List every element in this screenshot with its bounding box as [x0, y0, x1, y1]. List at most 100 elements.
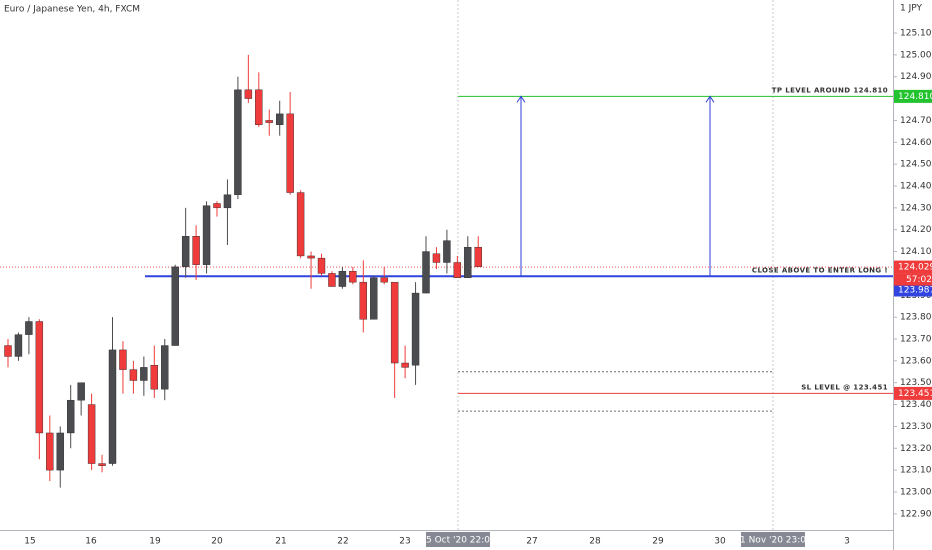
- current-price-box: [894, 260, 932, 274]
- candle-body: [4, 345, 12, 357]
- y-tick-label: 124.200: [900, 225, 932, 235]
- level-price-box: [894, 89, 932, 103]
- candle-body: [432, 253, 441, 263]
- candle-body: [464, 246, 472, 278]
- candle-body: [119, 349, 127, 370]
- x-tick-label: 27: [526, 537, 537, 547]
- x-tick-label: 20: [211, 537, 223, 547]
- y-tick-label: 124.100: [900, 247, 932, 257]
- candle-body: [66, 399, 75, 434]
- y-tick-label: 123.000: [900, 487, 932, 497]
- candle-body: [349, 271, 357, 283]
- y-tick-label: 124.500: [900, 160, 932, 170]
- candle-body: [443, 240, 451, 263]
- y-tick-label: 124.700: [900, 116, 932, 126]
- countdown-box: [894, 273, 932, 286]
- y-tick-label: 122.900: [900, 509, 932, 519]
- level-price-box-label: 123.987: [898, 286, 932, 296]
- candle-body: [401, 362, 409, 368]
- y-tick-label: 123.500: [900, 378, 932, 388]
- candle-body: [98, 463, 106, 466]
- candle-body: [202, 205, 211, 265]
- countdown: 57:02: [906, 275, 932, 285]
- y-tick-label: 123.600: [900, 356, 932, 366]
- y-unit: 1 JPY: [900, 4, 922, 14]
- candle-body: [474, 246, 482, 268]
- crosshair-label: 25 Oct '20 22:00: [420, 536, 496, 546]
- candle-body: [328, 273, 336, 287]
- candle-body: [181, 236, 190, 268]
- y-tick-label: 124.900: [900, 72, 932, 82]
- candle-body: [380, 277, 388, 283]
- candle-body: [390, 281, 399, 364]
- candle-body: [77, 382, 85, 401]
- candle-body: [276, 113, 284, 125]
- candle-body: [265, 120, 273, 123]
- candle-body: [46, 432, 54, 471]
- x-tick-label: 29: [652, 537, 664, 547]
- candle-body: [161, 345, 169, 390]
- candle-body: [338, 271, 347, 287]
- candle-body: [359, 281, 367, 320]
- candle-body: [150, 365, 159, 390]
- candle-body: [87, 404, 96, 464]
- candle-body: [286, 113, 294, 193]
- y-tick-label: 123.100: [900, 466, 932, 476]
- x-tick-label: 22: [337, 537, 348, 547]
- candle-body: [108, 349, 117, 464]
- y-tick-label: 123.700: [900, 334, 932, 344]
- candle-body: [14, 334, 23, 357]
- candle-body: [411, 292, 420, 366]
- y-tick-label: 124.300: [900, 203, 932, 213]
- x-tick-label: 30: [714, 537, 726, 547]
- candle-body: [223, 194, 232, 209]
- crosshair-box: [741, 532, 805, 547]
- candle-body: [453, 262, 462, 278]
- level-price-box: [894, 283, 932, 297]
- x-tick-label: 3: [844, 537, 850, 547]
- x-tick-label: 21: [275, 537, 286, 547]
- arrow-head: [705, 95, 715, 103]
- current-price-box-label: 124.029: [898, 263, 932, 273]
- chart-title: Euro / Japanese Yen, 4h, FXCM: [4, 5, 140, 15]
- level-price-box-label: 124.810: [898, 92, 932, 102]
- candle-body: [296, 192, 305, 257]
- y-tick-label: 124.400: [900, 181, 932, 191]
- candle-body: [129, 369, 138, 381]
- level-annotation: CLOSE ABOVE TO ENTER LONG !: [752, 266, 888, 274]
- candle-body: [255, 89, 263, 125]
- level-annotation: SL LEVEL @ 123.451: [801, 383, 888, 391]
- y-tick-label: 123.800: [900, 313, 932, 323]
- candle-body: [370, 277, 378, 320]
- y-tick-label: 123.400: [900, 400, 932, 410]
- candle-body: [317, 257, 326, 274]
- candle-body: [35, 321, 44, 434]
- candle-body: [56, 432, 64, 471]
- candle-body: [140, 367, 148, 381]
- candle-body: [307, 255, 315, 259]
- candle-body: [192, 236, 200, 265]
- arrow-head: [516, 95, 526, 103]
- y-tick-label: 125.100: [900, 29, 932, 39]
- candle-body: [25, 321, 33, 335]
- level-price-box-label: 123.451: [898, 389, 932, 399]
- candle-body: [171, 266, 179, 346]
- x-tick-label: 28: [589, 537, 601, 547]
- x-tick-label: 15: [24, 537, 35, 547]
- y-tick-label: 125.000: [900, 50, 932, 60]
- crosshair-label: 01 Nov '20 23:00: [734, 536, 812, 546]
- crosshair-box: [426, 532, 490, 547]
- x-tick-label: 16: [85, 537, 97, 547]
- level-annotation: TP LEVEL AROUND 124.810: [772, 86, 888, 94]
- candle-body: [234, 89, 242, 195]
- candle-body: [213, 203, 221, 209]
- candle-body: [244, 89, 253, 99]
- y-tick-label: 124.600: [900, 138, 932, 148]
- y-tick-label: 123.200: [900, 444, 932, 454]
- x-tick-label: 19: [149, 537, 161, 547]
- level-price-box: [894, 386, 932, 400]
- x-tick-label: 23: [399, 537, 410, 547]
- y-tick-label: 123.300: [900, 422, 932, 432]
- candle-body: [422, 251, 430, 294]
